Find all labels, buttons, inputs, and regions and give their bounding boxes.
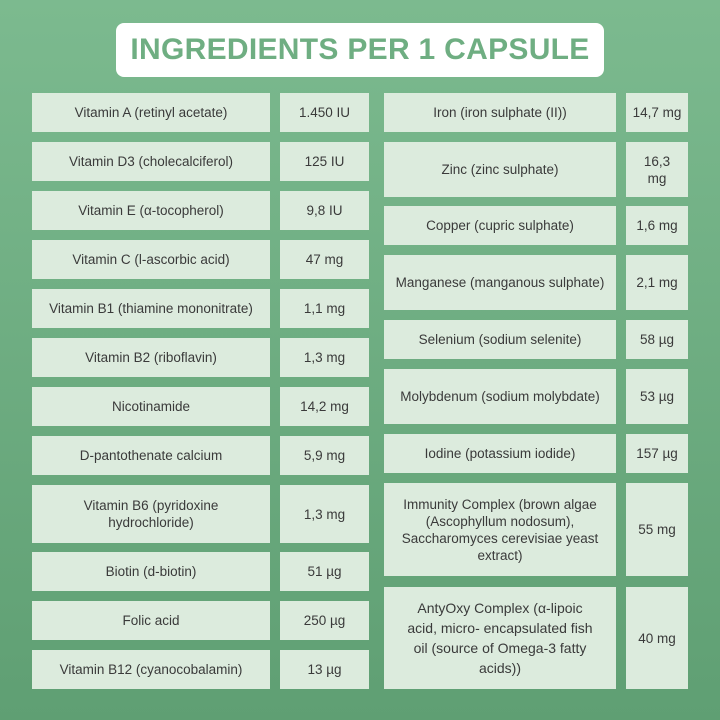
- ingredient-amount: 14,2 mg: [280, 387, 369, 426]
- ingredient-amount: 5,9 mg: [280, 436, 369, 475]
- ingredient-name: Zinc (zinc sulphate): [384, 142, 616, 197]
- ingredient-amount: 1,3 mg: [280, 338, 369, 377]
- ingredient-amount: 53 µg: [626, 369, 688, 424]
- ingredient-name: Copper (cupric sulphate): [384, 206, 616, 245]
- ingredient-name: Vitamin B2 (riboflavin): [32, 338, 270, 377]
- ingredient-name: AntyOxy Complex (α-lipoic acid, micro- e…: [384, 587, 616, 689]
- ingredient-amount: 40 mg: [626, 587, 688, 689]
- title-banner: INGREDIENTS PER 1 CAPSULE: [116, 23, 604, 77]
- ingredient-name: Vitamin E (α-tocopherol): [32, 191, 270, 230]
- ingredient-name: Selenium (sodium selenite): [384, 320, 616, 359]
- ingredient-amount: 13 µg: [280, 650, 369, 689]
- ingredient-name: Iron (iron sulphate (II)): [384, 93, 616, 132]
- ingredient-amount: 55 mg: [626, 483, 688, 576]
- ingredient-amount: 157 µg: [626, 434, 688, 473]
- ingredient-amount: 1.450 IU: [280, 93, 369, 132]
- ingredient-name: Vitamin D3 (cholecalciferol): [32, 142, 270, 181]
- ingredient-amount: 1,1 mg: [280, 289, 369, 328]
- ingredient-amount: 16,3 mg: [626, 142, 688, 197]
- ingredient-name: Vitamin B1 (thiamine mononitrate): [32, 289, 270, 328]
- ingredient-amount: 125 IU: [280, 142, 369, 181]
- ingredient-amount: 2,1 mg: [626, 255, 688, 310]
- ingredient-name: Manganese (manganous sulphate): [384, 255, 616, 310]
- ingredient-amount: 1,3 mg: [280, 485, 369, 543]
- ingredient-amount: 58 µg: [626, 320, 688, 359]
- ingredient-amount: 14,7 mg: [626, 93, 688, 132]
- ingredient-name: Immunity Complex (brown algae (Ascophyll…: [384, 483, 616, 576]
- ingredient-amount: 9,8 IU: [280, 191, 369, 230]
- ingredient-name: Nicotinamide: [32, 387, 270, 426]
- ingredient-name: Folic acid: [32, 601, 270, 640]
- ingredient-amount: 47 mg: [280, 240, 369, 279]
- ingredient-name: Biotin (d-biotin): [32, 552, 270, 591]
- ingredient-name: Vitamin C (l-ascorbic acid): [32, 240, 270, 279]
- ingredient-amount: 250 µg: [280, 601, 369, 640]
- ingredient-name: Vitamin B6 (pyridoxine hydrochloride): [32, 485, 270, 543]
- page-title: INGREDIENTS PER 1 CAPSULE: [130, 33, 590, 66]
- ingredient-name: Iodine (potassium iodide): [384, 434, 616, 473]
- ingredient-amount: 1,6 mg: [626, 206, 688, 245]
- ingredient-name: Vitamin A (retinyl acetate): [32, 93, 270, 132]
- ingredient-amount: 51 µg: [280, 552, 369, 591]
- ingredient-name: D-pantothenate calcium: [32, 436, 270, 475]
- ingredient-name: Vitamin B12 (cyanocobalamin): [32, 650, 270, 689]
- ingredient-name: Molybdenum (sodium molybdate): [384, 369, 616, 424]
